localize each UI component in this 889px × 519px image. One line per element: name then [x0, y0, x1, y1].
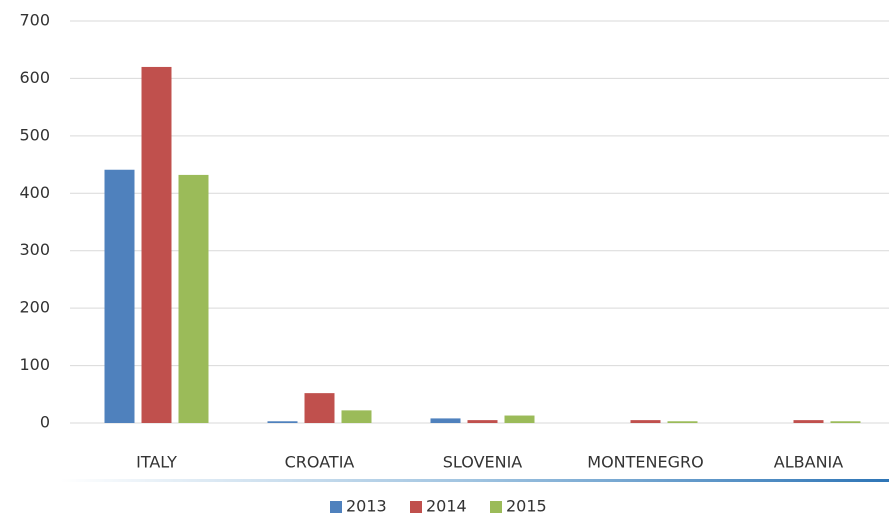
bar [267, 421, 298, 423]
x-tick-label: ALBANIA [774, 453, 843, 472]
y-tick-label: 300 [19, 240, 50, 259]
y-tick-label: 100 [19, 355, 50, 374]
x-tick-label: CROATIA [285, 453, 355, 472]
bar [667, 421, 698, 423]
legend-swatch [410, 501, 422, 513]
x-tick-label: SLOVENIA [443, 453, 523, 472]
y-tick-label: 400 [19, 183, 50, 202]
legend-swatch [490, 501, 502, 513]
legend-label: 2013 [346, 497, 387, 516]
bar [467, 420, 498, 423]
bar [141, 66, 172, 423]
bar [341, 410, 372, 423]
y-tick-label: 600 [19, 68, 50, 87]
y-tick-label: 200 [19, 298, 50, 317]
legend-swatch [330, 501, 342, 513]
bar [430, 418, 461, 423]
bar [178, 174, 209, 423]
x-tick-label: ITALY [136, 453, 177, 472]
y-tick-label: 700 [19, 11, 50, 30]
y-tick-label: 500 [19, 125, 50, 144]
separator [60, 479, 889, 482]
bar [630, 420, 661, 423]
y-tick-label: 0 [40, 413, 50, 432]
bar [504, 415, 535, 423]
bar [304, 393, 335, 423]
bar [793, 420, 824, 423]
bar [104, 169, 135, 423]
legend-label: 2015 [506, 497, 547, 516]
x-tick-label: MONTENEGRO [587, 453, 703, 472]
legend-label: 2014 [426, 497, 467, 516]
bar [830, 421, 861, 423]
